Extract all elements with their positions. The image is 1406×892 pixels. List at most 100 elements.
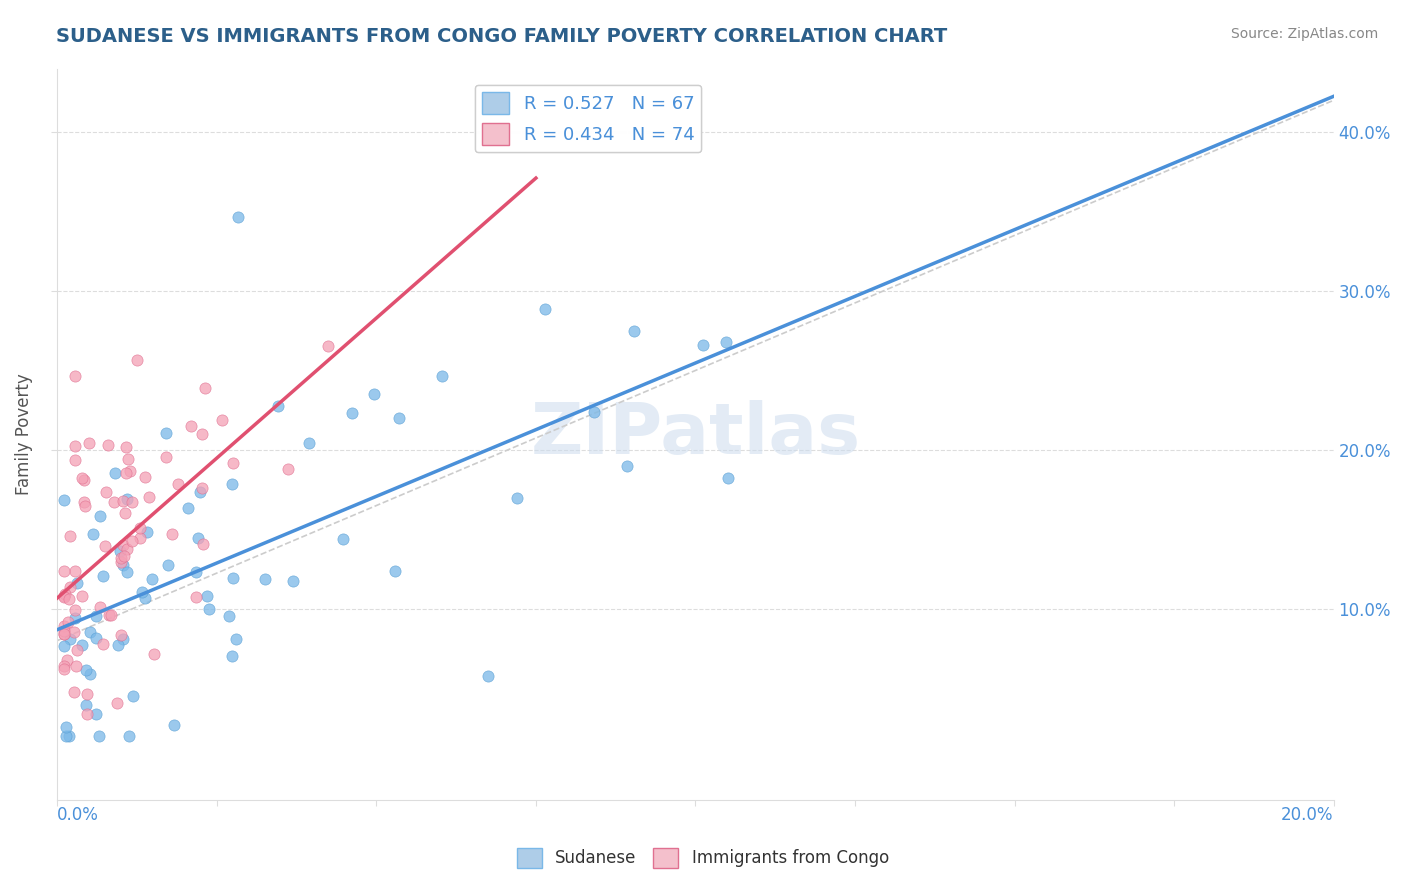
Point <box>63 603 86 617</box>
Point <box>63 453 86 467</box>
Point <box>58 729 80 743</box>
Point <box>477 669 499 683</box>
Point <box>73 473 96 487</box>
Point <box>52 627 75 641</box>
Point <box>110 551 132 566</box>
Legend: Sudanese, Immigrants from Congo: Sudanese, Immigrants from Congo <box>510 841 896 875</box>
Point <box>218 609 240 624</box>
Point <box>70 589 93 603</box>
Point <box>94 539 117 553</box>
Point <box>131 585 153 599</box>
Point <box>58 581 80 595</box>
Point <box>86 631 108 645</box>
Point <box>616 459 638 474</box>
Text: Source: ZipAtlas.com: Source: ZipAtlas.com <box>1230 27 1378 41</box>
Point <box>52 589 75 603</box>
Point <box>384 564 406 578</box>
Point <box>77 435 100 450</box>
Point <box>52 590 75 604</box>
Point <box>197 602 219 616</box>
Point <box>228 210 250 224</box>
Point <box>52 619 75 633</box>
Point <box>188 484 211 499</box>
Point <box>155 450 177 464</box>
Point <box>111 538 134 552</box>
Point <box>52 564 75 578</box>
Point <box>142 647 165 661</box>
Point <box>72 471 94 485</box>
Point <box>55 721 77 735</box>
Point <box>96 485 118 500</box>
Point <box>193 381 215 395</box>
Point <box>115 492 138 507</box>
Point <box>534 301 557 316</box>
Point <box>82 527 104 541</box>
Point <box>52 662 75 676</box>
Point <box>110 627 132 641</box>
Point <box>63 564 86 578</box>
Point <box>112 558 135 572</box>
Point <box>91 569 114 583</box>
Point <box>125 352 148 367</box>
Point <box>89 508 111 523</box>
Point <box>53 587 76 601</box>
Point <box>129 531 152 545</box>
Point <box>281 574 304 588</box>
Point <box>73 500 96 514</box>
Point <box>53 639 76 653</box>
Point <box>66 576 89 591</box>
Point <box>717 471 740 485</box>
Point <box>53 624 76 639</box>
Point <box>84 609 107 624</box>
Point <box>340 406 363 420</box>
Point <box>55 653 77 667</box>
Point <box>66 643 89 657</box>
Point <box>52 659 75 673</box>
Point <box>506 491 529 506</box>
Point <box>104 466 127 480</box>
Point <box>79 666 101 681</box>
Point <box>623 324 645 338</box>
Point <box>277 462 299 476</box>
Point <box>162 527 184 541</box>
Point <box>115 440 138 454</box>
Point <box>63 368 86 383</box>
Point <box>62 625 84 640</box>
Point <box>115 541 138 556</box>
Point <box>138 490 160 504</box>
Point <box>187 531 209 545</box>
Point <box>254 572 277 586</box>
Point <box>225 632 247 647</box>
Text: 0.0%: 0.0% <box>58 805 100 824</box>
Point <box>298 436 321 450</box>
Point <box>134 470 156 484</box>
Point <box>363 387 385 401</box>
Point <box>163 718 186 732</box>
Point <box>63 610 86 624</box>
Point <box>62 685 84 699</box>
Point <box>136 524 159 539</box>
Point <box>134 591 156 605</box>
Point <box>332 532 354 546</box>
Point <box>155 425 177 440</box>
Point <box>193 537 215 551</box>
Point <box>121 533 143 548</box>
Point <box>267 399 290 413</box>
Point <box>129 520 152 534</box>
Point <box>87 729 110 743</box>
Point <box>221 477 243 491</box>
Point <box>70 638 93 652</box>
Text: ZIPatlas: ZIPatlas <box>530 400 860 468</box>
Point <box>75 698 97 712</box>
Point <box>157 558 180 573</box>
Point <box>59 529 82 543</box>
Point <box>76 687 98 701</box>
Point <box>191 482 214 496</box>
Point <box>97 438 120 452</box>
Point <box>52 493 75 508</box>
Point <box>73 494 96 508</box>
Point <box>112 494 135 508</box>
Point <box>388 410 411 425</box>
Point <box>112 632 135 647</box>
Point <box>84 706 107 721</box>
